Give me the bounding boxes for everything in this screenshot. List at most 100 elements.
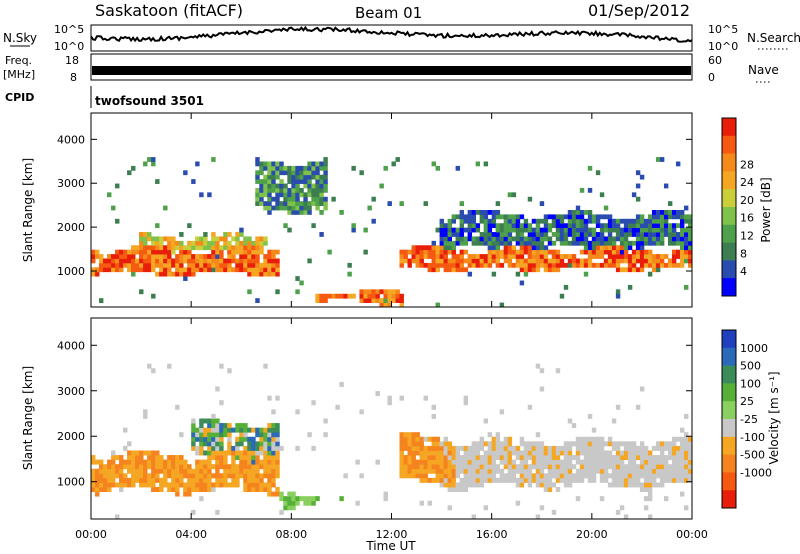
heatmap-cell: [299, 187, 304, 193]
heatmap-cell: [191, 468, 196, 474]
heatmap-cell: [399, 395, 404, 401]
heatmap-cell: [203, 482, 208, 488]
heatmap-cell: [399, 468, 404, 474]
heatmap-cell: [551, 267, 557, 273]
heatmap-cell: [271, 441, 276, 447]
heatmap-cell: [295, 205, 300, 211]
heatmap-cell: [295, 445, 300, 451]
heatmap-cell: [631, 450, 637, 456]
heatmap-cell: [599, 464, 605, 470]
heatmap-cell: [483, 218, 489, 224]
heatmap-cell: [147, 232, 152, 237]
heatmap-cell: [495, 254, 501, 259]
heatmap-cell: [171, 464, 176, 470]
heatmap-cell: [311, 183, 316, 189]
heatmap-cell: [211, 413, 216, 419]
heatmap-cell: [167, 271, 172, 277]
beam-title: Beam 01: [355, 4, 422, 22]
heatmap-cell: [215, 450, 220, 456]
heatmap-cell: [627, 254, 633, 259]
heatmap-cell: [587, 450, 593, 456]
nsky-label: N.Sky: [3, 31, 37, 45]
heatmap-cell: [399, 254, 404, 259]
heatmap-cell: [203, 245, 208, 251]
heatmap-cell: [459, 262, 465, 268]
heatmap-cell: [287, 496, 292, 502]
heatmap-cell: [299, 201, 304, 206]
heatmap-cell: [287, 500, 292, 506]
heatmap-cell: [551, 262, 557, 268]
heatmap-cell: [499, 227, 505, 233]
heatmap-cell: [215, 459, 220, 465]
heatmap-cell: [239, 240, 244, 246]
heatmap-cell: [451, 227, 457, 233]
heatmap-cell: [443, 468, 448, 474]
heatmap-cell: [583, 262, 589, 268]
heatmap-cell: [155, 249, 160, 255]
heatmap-cell: [127, 262, 132, 268]
heatmap-cell: [535, 249, 541, 255]
heatmap-cell: [175, 482, 180, 488]
heatmap-cell: [307, 258, 312, 264]
heatmap-cell: [419, 249, 424, 255]
heatmap-cell: [595, 464, 601, 470]
heatmap-cell: [199, 436, 204, 442]
heatmap-cell: [399, 298, 404, 303]
heatmap-cell: [567, 227, 573, 233]
heatmap-cell: [91, 459, 96, 465]
heatmap-cell: [543, 464, 549, 470]
heatmap-cell: [523, 459, 529, 465]
heatmap-cell: [575, 218, 581, 224]
heatmap-cell: [503, 223, 509, 229]
heatmap-cell: [247, 427, 252, 433]
heatmap-cell: [459, 482, 465, 488]
colorbar-tick-label: -25: [740, 413, 758, 426]
heatmap-cell: [659, 477, 665, 483]
heatmap-cell: [135, 262, 140, 268]
heatmap-cell: [191, 262, 196, 268]
station-title: Saskatoon (fitACF): [95, 1, 243, 20]
heatmap-cell: [175, 473, 180, 479]
heatmap-cell: [599, 459, 605, 465]
heatmap-cell: [267, 459, 272, 465]
heatmap-cell: [471, 473, 477, 479]
colorbar-tick-label: -100: [740, 431, 765, 444]
heatmap-cell: [211, 436, 216, 442]
heatmap-cell: [195, 482, 200, 488]
heatmap-cell: [191, 258, 196, 264]
heatmap-cell: [483, 254, 489, 259]
heatmap-cell: [611, 223, 617, 229]
heatmap-cell: [439, 464, 444, 470]
heatmap-cell: [199, 258, 204, 264]
heatmap-cell: [275, 427, 280, 433]
heatmap-cell: [423, 245, 428, 251]
heatmap-cell: [651, 258, 657, 264]
heatmap-cell: [519, 245, 525, 251]
heatmap-cell: [411, 254, 416, 259]
heatmap-cell: [387, 395, 392, 401]
heatmap-cell: [583, 450, 589, 456]
heatmap-cell: [483, 214, 489, 220]
heatmap-cell: [179, 271, 184, 277]
heatmap-cell: [183, 170, 188, 176]
heatmap-cell: [239, 227, 244, 233]
heatmap-cell: [591, 236, 597, 242]
heatmap-cell: [415, 459, 420, 465]
heatmap-cell: [583, 218, 589, 224]
heatmap-cell: [579, 236, 585, 242]
heatmap-cell: [463, 240, 469, 246]
colorbar-segment: [722, 490, 736, 509]
heatmap-cell: [467, 236, 473, 242]
heatmap-cell: [107, 258, 112, 264]
heatmap-cell: [231, 254, 236, 259]
y-tick-label: 1000: [57, 265, 85, 278]
heatmap-cell: [599, 436, 605, 442]
heatmap-cell: [287, 210, 292, 215]
heatmap-cell: [447, 227, 452, 233]
heatmap-cell: [607, 258, 613, 264]
heatmap-cell: [539, 464, 545, 470]
heatmap-cell: [635, 482, 641, 488]
heatmap-cell: [183, 249, 188, 255]
heatmap-cell: [359, 289, 364, 295]
heatmap-cell: [623, 245, 629, 251]
